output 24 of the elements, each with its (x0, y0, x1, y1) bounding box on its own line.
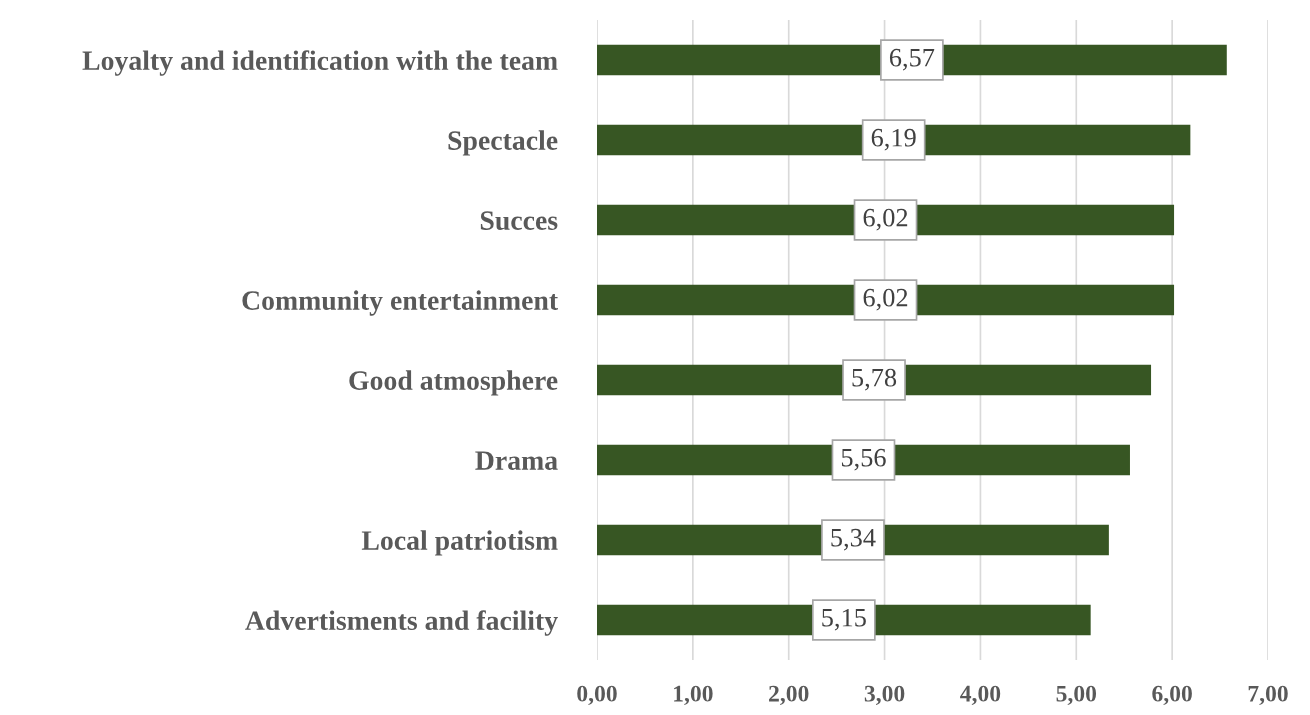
x-tick-label: 3,00 (864, 685, 905, 706)
data-label: 6,02 (863, 288, 908, 311)
y-tick-label: Loyalty and identification with the team (82, 50, 558, 76)
y-tick-label: Community entertainment (242, 290, 558, 316)
data-label: 5,15 (822, 608, 866, 631)
x-tick-label: 6,00 (1152, 685, 1192, 706)
y-tick-label: Local patriotism (361, 530, 558, 556)
data-label: 5,56 (841, 448, 886, 471)
x-tick-label: 4,00 (960, 685, 1001, 706)
x-tick-label: 5,00 (1056, 685, 1097, 706)
y-tick-label: Succes (480, 211, 558, 230)
y-tick-label: Spectacle (448, 130, 558, 156)
data-label: 5,78 (852, 368, 897, 391)
data-label: 6,02 (863, 208, 908, 231)
data-label: 6,19 (871, 128, 916, 151)
y-tick-label: Advertisments and facility (245, 610, 558, 636)
x-tick-label: 0,00 (577, 685, 617, 706)
y-tick-label: Good atmosphere (349, 370, 558, 396)
x-tick-label: 7,00 (1248, 685, 1288, 706)
x-tick-label: 2,00 (769, 685, 809, 706)
data-label: 5,34 (831, 528, 876, 551)
data-label: 6,57 (889, 48, 935, 71)
x-tick-label: 1,00 (674, 685, 713, 706)
y-tick-label: Drama (475, 451, 558, 470)
